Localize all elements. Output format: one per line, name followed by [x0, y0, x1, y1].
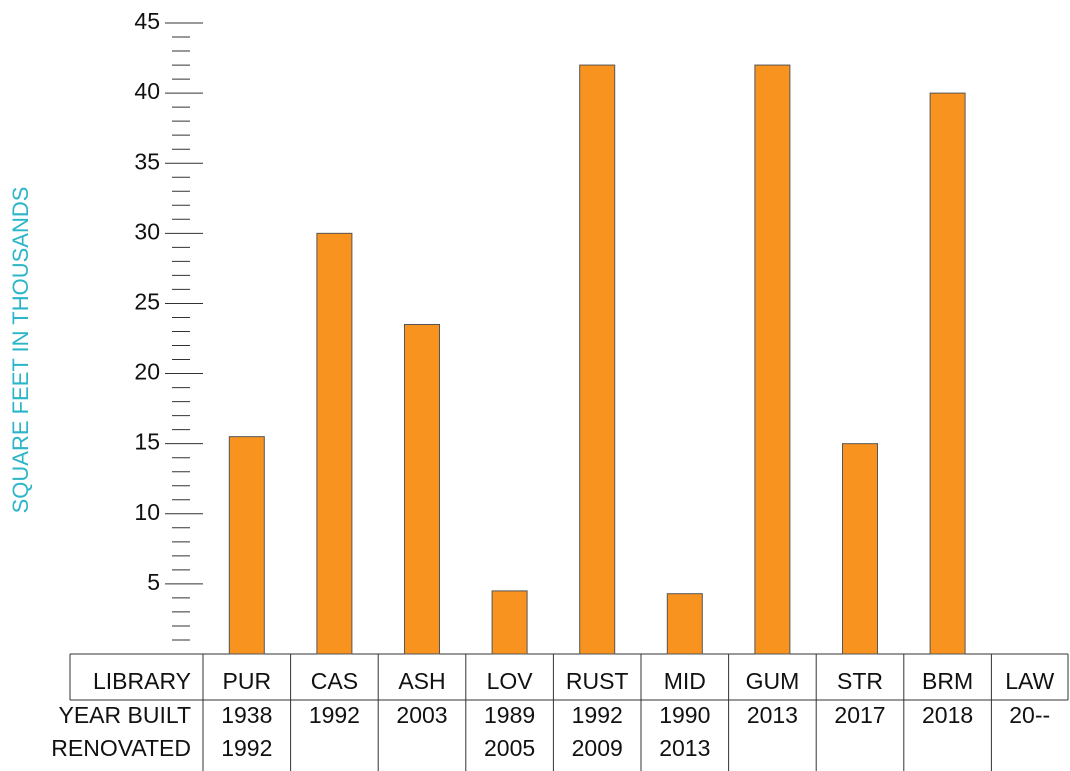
row-label: LIBRARY — [93, 668, 191, 694]
bar — [316, 232, 353, 655]
bar — [666, 593, 703, 655]
year-built: 1990 — [659, 702, 710, 728]
y-tick-label: 15 — [134, 429, 160, 455]
year-built: 2017 — [834, 702, 885, 728]
bar — [491, 590, 528, 655]
category-label: ASH — [398, 668, 445, 694]
y-tick-label: 45 — [134, 8, 160, 34]
renovated: 2009 — [572, 735, 623, 761]
bar — [842, 443, 878, 655]
category-label: CAS — [311, 668, 358, 694]
y-axis-label: SQUARE FEET IN THOUSANDS — [8, 187, 33, 514]
category-label: LAW — [1005, 668, 1054, 694]
year-built: 2013 — [747, 702, 798, 728]
category-label: BRM — [922, 668, 973, 694]
category-label: LOV — [487, 668, 534, 694]
year-built: 1992 — [572, 702, 623, 728]
category-label: PUR — [223, 668, 272, 694]
category-label: STR — [837, 668, 883, 694]
y-tick-label: 5 — [147, 569, 160, 595]
year-built: 1989 — [484, 702, 535, 728]
renovated: 2005 — [484, 735, 535, 761]
row-label: RENOVATED — [51, 735, 191, 761]
year-built: 1992 — [309, 702, 360, 728]
row-label: YEAR BUILT — [59, 702, 192, 728]
category-label: GUM — [746, 668, 800, 694]
renovated: 1992 — [221, 735, 272, 761]
y-tick-label: 20 — [134, 359, 160, 385]
bar — [228, 436, 265, 655]
y-tick-label: 30 — [134, 218, 160, 244]
y-tick-label: 40 — [134, 78, 160, 104]
renovated: 2013 — [659, 735, 710, 761]
y-tick-label: 25 — [134, 289, 160, 315]
year-built: 20-- — [1009, 702, 1050, 728]
bar — [929, 92, 966, 655]
bar — [404, 323, 440, 655]
year-built: 2003 — [396, 702, 447, 728]
category-label: MID — [664, 668, 706, 694]
y-tick-label: 10 — [134, 499, 160, 525]
year-built: 1938 — [221, 702, 272, 728]
category-label: RUST — [566, 668, 629, 694]
bar — [754, 64, 791, 655]
y-tick-label: 35 — [134, 148, 160, 174]
bar — [579, 64, 616, 655]
year-built: 2018 — [922, 702, 973, 728]
